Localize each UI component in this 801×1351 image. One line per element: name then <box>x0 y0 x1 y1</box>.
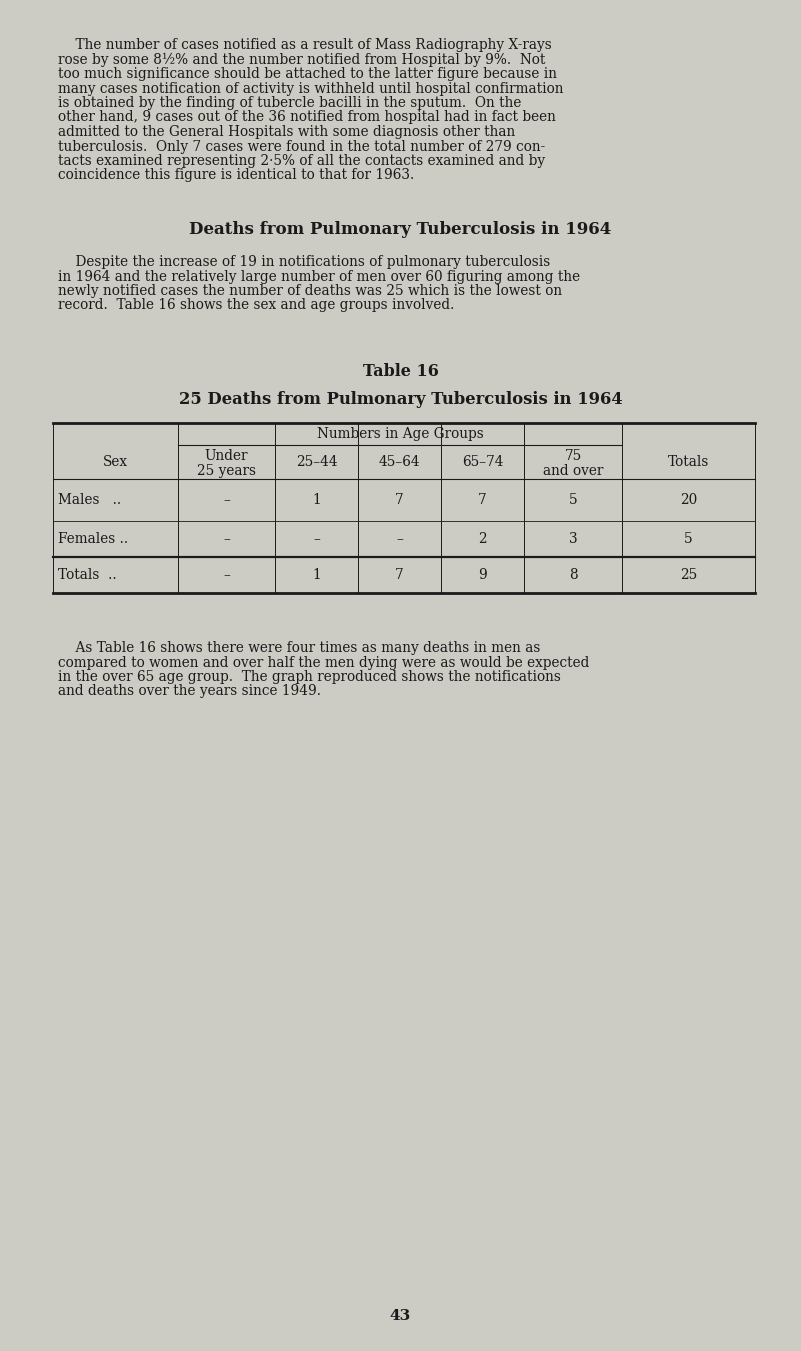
Text: rose by some 8½% and the number notified from Hospital by 9%.  Not: rose by some 8½% and the number notified… <box>58 53 545 66</box>
Text: tuberculosis.  Only 7 cases were found in the total number of 279 con-: tuberculosis. Only 7 cases were found in… <box>58 139 545 154</box>
Text: compared to women and over half the men dying were as would be expected: compared to women and over half the men … <box>58 655 590 670</box>
Text: Despite the increase of 19 in notifications of pulmonary tuberculosis: Despite the increase of 19 in notificati… <box>58 255 550 269</box>
Text: 7: 7 <box>395 493 404 507</box>
Text: –: – <box>396 532 403 546</box>
Text: newly notified cases the number of deaths was 25 which is the lowest on: newly notified cases the number of death… <box>58 284 562 299</box>
Text: other hand, 9 cases out of the 36 notified from hospital had in fact been: other hand, 9 cases out of the 36 notifi… <box>58 111 556 124</box>
Text: 5: 5 <box>569 493 578 507</box>
Text: 25 years: 25 years <box>197 463 256 478</box>
Text: 65–74: 65–74 <box>461 455 503 469</box>
Text: As Table 16 shows there were four times as many deaths in men as: As Table 16 shows there were four times … <box>58 640 541 655</box>
Text: Males   ..: Males .. <box>58 493 121 507</box>
Text: 2: 2 <box>478 532 487 546</box>
Text: too much significance should be attached to the latter figure because in: too much significance should be attached… <box>58 68 557 81</box>
Text: –: – <box>313 532 320 546</box>
Text: 3: 3 <box>569 532 578 546</box>
Text: 20: 20 <box>680 493 697 507</box>
Text: –: – <box>223 532 230 546</box>
Text: Totals: Totals <box>668 455 709 469</box>
Text: 7: 7 <box>478 493 487 507</box>
Text: 25: 25 <box>680 567 697 582</box>
Text: 43: 43 <box>390 1309 411 1323</box>
Text: 75: 75 <box>565 449 582 463</box>
Text: Totals  ..: Totals .. <box>58 567 117 582</box>
Text: The number of cases notified as a result of Mass Radiography X-rays: The number of cases notified as a result… <box>58 38 552 51</box>
Text: record.  Table 16 shows the sex and age groups involved.: record. Table 16 shows the sex and age g… <box>58 299 454 312</box>
Text: –: – <box>223 567 230 582</box>
Text: 45–64: 45–64 <box>379 455 421 469</box>
Text: Females ..: Females .. <box>58 532 128 546</box>
Text: 7: 7 <box>395 567 404 582</box>
Text: Numbers in Age Groups: Numbers in Age Groups <box>316 427 483 440</box>
Text: Table 16: Table 16 <box>363 363 438 380</box>
Text: 1: 1 <box>312 493 321 507</box>
Text: 25–44: 25–44 <box>296 455 337 469</box>
Text: and deaths over the years since 1949.: and deaths over the years since 1949. <box>58 685 321 698</box>
Text: 25 Deaths from Pulmonary Tuberculosis in 1964: 25 Deaths from Pulmonary Tuberculosis in… <box>179 390 622 408</box>
Text: in 1964 and the relatively large number of men over 60 figuring among the: in 1964 and the relatively large number … <box>58 269 580 284</box>
Text: Deaths from Pulmonary Tuberculosis in 1964: Deaths from Pulmonary Tuberculosis in 19… <box>189 222 612 238</box>
Text: 9: 9 <box>478 567 487 582</box>
Text: 5: 5 <box>684 532 693 546</box>
Text: in the over 65 age group.  The graph reproduced shows the notifications: in the over 65 age group. The graph repr… <box>58 670 561 684</box>
Text: tacts examined representing 2·5% of all the contacts examined and by: tacts examined representing 2·5% of all … <box>58 154 545 168</box>
Text: many cases notification of activity is withheld until hospital confirmation: many cases notification of activity is w… <box>58 81 563 96</box>
Text: 1: 1 <box>312 567 321 582</box>
Text: 8: 8 <box>569 567 578 582</box>
Text: and over: and over <box>543 463 603 478</box>
Text: –: – <box>223 493 230 507</box>
Text: is obtained by the finding of tubercle bacilli in the sputum.  On the: is obtained by the finding of tubercle b… <box>58 96 521 109</box>
Text: Under: Under <box>205 449 248 463</box>
Text: coincidence this figure is identical to that for 1963.: coincidence this figure is identical to … <box>58 169 414 182</box>
Text: Sex: Sex <box>103 455 128 469</box>
Text: admitted to the General Hospitals with some diagnosis other than: admitted to the General Hospitals with s… <box>58 126 515 139</box>
